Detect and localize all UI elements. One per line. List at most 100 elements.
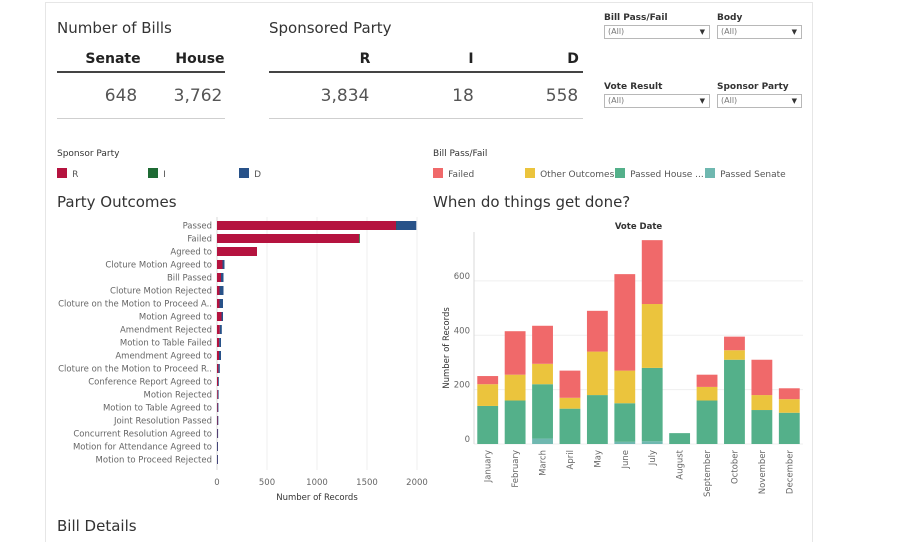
- bar-joint-resolution-passed-r: [217, 416, 218, 425]
- bar-cloture-motion-agreed-to-r: [217, 260, 223, 269]
- filter-bill-pass-fail-value: (All): [608, 27, 625, 36]
- bar-cloture-motion-rejected-r: [217, 286, 220, 295]
- bar-amendment-agreed-to-d: [219, 351, 221, 360]
- legend-item-other-outcomes[interactable]: Other Outcomes: [525, 162, 614, 181]
- filter-label-vote-result: Vote Result: [604, 82, 663, 92]
- bar-september-other-outcomes: [696, 386, 718, 401]
- y-axis-title: Number of Records: [442, 307, 452, 389]
- x-tick-label-1000: 1000: [306, 478, 328, 488]
- bar-october-passed-house: [724, 359, 745, 444]
- kpi-d-header: D: [567, 51, 579, 67]
- legend-item-passed-senate[interactable]: Passed Senate: [705, 162, 786, 181]
- category-label-motion-to-table-failed: Motion to Table Failed: [120, 339, 212, 349]
- filter-sponsor-party-select[interactable]: (All) ▼: [717, 94, 802, 108]
- bar-may-failed: [586, 310, 608, 352]
- bar-passed-d: [396, 221, 417, 230]
- vote-date-chart: Vote Date 0 200 400 600 Number of Records Janu…: [442, 222, 803, 497]
- bar-october-other-outcomes: [724, 350, 745, 360]
- kpi-r-header: R: [359, 51, 371, 67]
- filter-body-select[interactable]: (All) ▼: [717, 25, 802, 39]
- kpi-d-value: 558: [545, 86, 579, 106]
- bar-june-passed-senate: [614, 441, 636, 444]
- kpi-party-divider: [269, 118, 583, 119]
- dashboard-frame: [45, 2, 813, 542]
- bar-failed-i: [359, 234, 360, 243]
- x-tick-label-0: 0: [214, 478, 219, 488]
- kpi-bills-rule: [57, 71, 225, 73]
- category-label-amendment-rejected: Amendment Rejected: [120, 326, 212, 336]
- filter-bill-pass-fail-select[interactable]: (All) ▼: [604, 25, 710, 39]
- y-tick-label-0: 0: [465, 435, 470, 445]
- chevron-down-icon: ▼: [699, 97, 705, 105]
- bar-february-failed: [504, 331, 526, 375]
- bar-september-passed-house: [696, 400, 718, 444]
- bar-motion-agreed-to-d: [221, 312, 223, 321]
- y-tick-label-200: 200: [454, 381, 470, 391]
- legend-item-passed-house[interactable]: Passed House ...: [615, 162, 704, 181]
- kpi-bills-divider: [57, 118, 225, 119]
- chevron-down-icon: ▼: [791, 97, 797, 105]
- x-tick-label-january: January: [484, 450, 494, 483]
- bar-june-passed-house: [614, 403, 636, 442]
- filter-label-body: Body: [717, 13, 743, 23]
- bar-failed-r: [217, 234, 359, 243]
- bar-july-failed: [641, 240, 663, 305]
- bar-april-passed-house: [559, 408, 581, 444]
- x-tick-label-february: February: [511, 450, 521, 488]
- bar-amendment-rejected-r: [217, 325, 220, 334]
- legend-label-passed-senate: Passed Senate: [720, 170, 786, 180]
- bar-november-passed-house: [751, 410, 773, 444]
- legend-item-r[interactable]: R: [57, 162, 78, 181]
- legend-label-d: D: [254, 170, 262, 180]
- bar-passed-r: [217, 221, 396, 230]
- x-tick-label-july: July: [648, 450, 658, 466]
- legend-swatch-i: [148, 167, 158, 178]
- bar-january-other-outcomes: [477, 384, 499, 406]
- bar-cloture-motion-agreed-to-d: [222, 260, 225, 269]
- filter-vote-result-select[interactable]: (All) ▼: [604, 94, 710, 108]
- bar-february-passed-house: [504, 400, 526, 444]
- x-tick-label-may: May: [593, 450, 603, 468]
- bar-april-other-outcomes: [559, 397, 581, 409]
- x-tick-label-june: June: [621, 450, 631, 470]
- legend-swatch-d: [239, 167, 249, 178]
- legend-item-i[interactable]: I: [148, 162, 166, 181]
- bar-august-passed-house: [669, 433, 691, 444]
- when-title: When do things get done?: [433, 193, 631, 211]
- bar-november-failed: [751, 359, 773, 396]
- bar-september-failed: [696, 374, 718, 387]
- x-tick-label-500: 500: [259, 478, 275, 488]
- bar-motion-rejected-d: [217, 390, 219, 399]
- category-label-conference-report-agreed-to: Conference Report Agreed to: [88, 378, 212, 388]
- bar-motion-to-proceed-rejected-d: [217, 455, 218, 464]
- kpi-i-header: I: [468, 51, 474, 67]
- legend-label-i: I: [163, 170, 166, 180]
- legend-item-d[interactable]: D: [239, 162, 261, 181]
- bar-march-passed-senate: [532, 438, 553, 444]
- bar-december-other-outcomes: [778, 399, 800, 413]
- bar-amendment-agreed-to-r: [217, 351, 219, 360]
- party-outcomes-title: Party Outcomes: [57, 193, 177, 211]
- bar-concurrent-resolution-agreed-to-d: [217, 429, 219, 438]
- bar-conference-report-agreed-to-d: [218, 377, 219, 386]
- bar-motion-to-table-agreed-to-d: [217, 403, 219, 412]
- category-label-cloture-motion-agreed-to: Cloture Motion Agreed to: [105, 261, 212, 271]
- x-tick-label-august: August: [676, 449, 686, 479]
- bar-march-failed: [532, 325, 553, 364]
- legend-item-failed[interactable]: Failed: [433, 162, 474, 181]
- filter-body-value: (All): [721, 27, 738, 36]
- bill-details-title: Bill Details: [57, 517, 137, 535]
- bar-january-failed: [477, 376, 499, 385]
- bar-july-passed-senate: [641, 441, 663, 444]
- legend-swatch-r: [57, 167, 67, 178]
- filter-sponsor-party-value: (All): [721, 96, 738, 105]
- legend-label-passed-house: Passed House ...: [630, 170, 704, 180]
- bar-bill-passed-r: [217, 273, 221, 282]
- bar-july-passed-house: [641, 367, 663, 442]
- chevron-down-icon: ▼: [699, 28, 705, 36]
- kpi-senate-header: Senate: [85, 51, 141, 67]
- x-tick-label-1500: 1500: [356, 478, 378, 488]
- category-label-bill-passed: Bill Passed: [167, 274, 212, 284]
- legend-swatch-passed-senate: [705, 167, 715, 178]
- bar-motion-to-table-failed-r: [217, 338, 220, 347]
